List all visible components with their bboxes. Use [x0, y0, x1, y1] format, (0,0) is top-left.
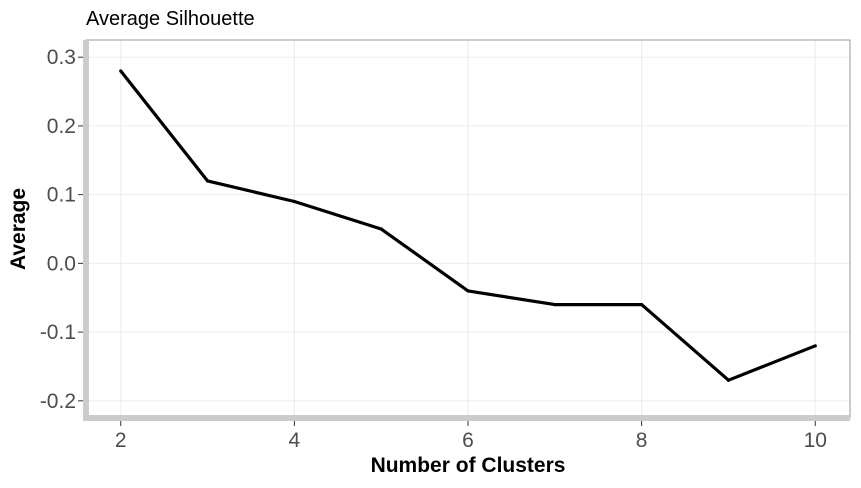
data-point	[205, 179, 210, 183]
data-point	[379, 227, 383, 231]
data-points	[119, 69, 817, 382]
y-tick-label: 0.0	[47, 252, 76, 275]
x-tick-label: 2	[115, 429, 127, 452]
x-tick-label: 10	[804, 429, 827, 452]
grid-lines	[86, 40, 850, 418]
x-axis-title: Number of Clusters	[371, 454, 566, 477]
chart-title: Average Silhouette	[86, 8, 255, 30]
y-tick-label: 0.1	[47, 184, 76, 207]
y-tick-label: -0.2	[40, 390, 76, 413]
data-point	[466, 289, 470, 293]
x-tick-label: 6	[462, 429, 474, 452]
data-point	[726, 378, 731, 382]
y-tick-label: 0.3	[47, 46, 76, 69]
x-tick-label: 4	[289, 429, 301, 452]
data-point	[640, 303, 644, 307]
data-point	[813, 344, 817, 348]
data-point	[553, 303, 557, 307]
y-tick-label: 0.2	[47, 115, 76, 138]
data-point	[119, 69, 123, 73]
data-point	[292, 199, 296, 204]
y-axis-title: Average	[7, 188, 30, 270]
x-tick-label: 8	[636, 429, 648, 452]
y-tick-label: -0.1	[40, 321, 76, 344]
tick-labels: 2 4 6 8 10 -0.2 -0.1 0.0 0.1 0.2 0.3	[40, 46, 827, 452]
axis-ticks	[78, 56, 816, 426]
